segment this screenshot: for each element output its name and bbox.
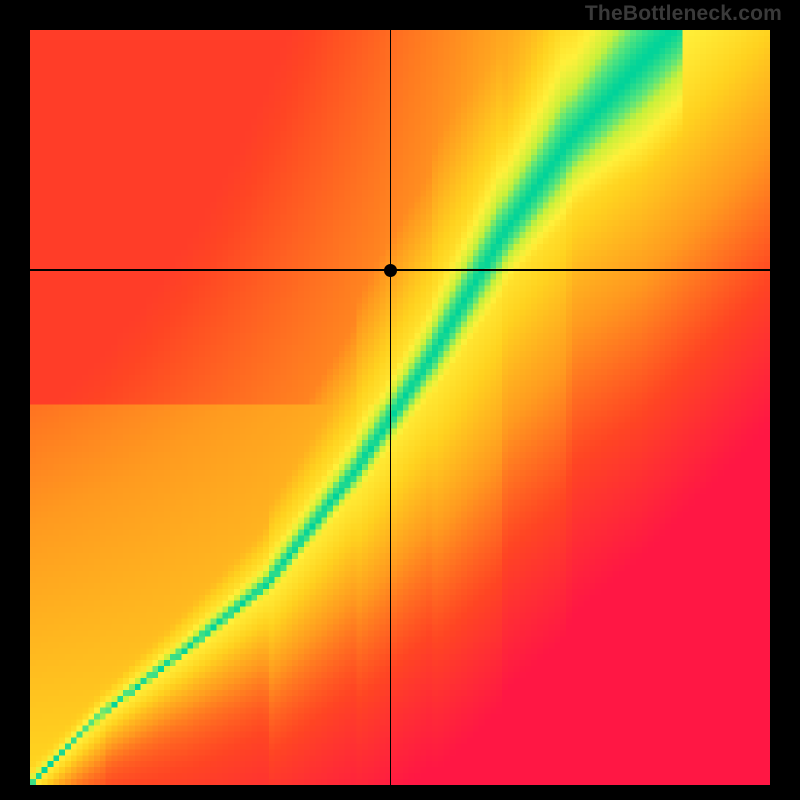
crosshair-horizontal (30, 269, 770, 270)
crosshair-vertical (390, 30, 391, 785)
chart-frame: { "watermark": { "text": "TheBottleneck.… (0, 0, 800, 800)
data-point-marker (384, 264, 397, 277)
watermark-text: TheBottleneck.com (585, 2, 782, 26)
heatmap-canvas (30, 30, 770, 785)
